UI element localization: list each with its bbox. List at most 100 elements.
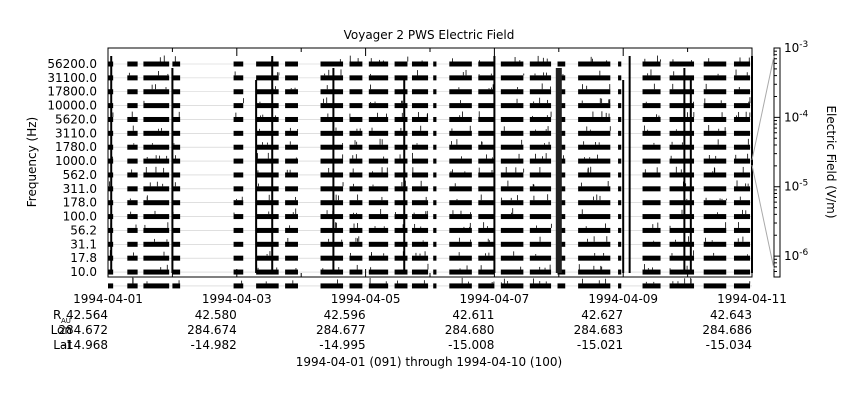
ephemeris-value: 42.596	[324, 308, 366, 322]
data-segment	[349, 61, 363, 67]
data-segment	[478, 144, 495, 150]
signal-spike	[381, 167, 383, 173]
signal-spike	[427, 113, 428, 117]
data-segment	[127, 116, 138, 122]
signal-spike	[328, 238, 330, 242]
signal-spike	[377, 112, 378, 117]
signal-spike	[586, 126, 588, 131]
signal-spike	[372, 171, 373, 173]
data-segment	[285, 269, 298, 275]
data-segment	[669, 89, 695, 95]
data-segment	[642, 227, 661, 233]
data-segment	[642, 200, 661, 206]
data-segment	[578, 61, 611, 67]
signal-spike	[295, 208, 297, 215]
signal-spike	[166, 239, 168, 242]
data-segment	[529, 172, 552, 178]
signal-spike	[401, 182, 403, 187]
signal-spike	[146, 281, 148, 284]
data-segment	[578, 269, 611, 275]
x-axis-label: 1994-04-01 (091) through 1994-04-10 (100…	[296, 355, 562, 369]
signal-spike	[532, 115, 533, 117]
signal-spike	[257, 153, 258, 159]
signal-spike	[596, 194, 598, 201]
signal-spike	[736, 180, 738, 187]
signal-spike	[603, 253, 605, 256]
signal-spike	[705, 197, 707, 201]
y-tick-label: 562.0	[63, 168, 97, 182]
signal-spike	[547, 126, 549, 131]
signal-spike	[545, 281, 547, 284]
signal-spike	[265, 281, 267, 284]
data-segment	[172, 130, 181, 136]
signal-spike	[535, 129, 536, 131]
signal-spike	[132, 277, 134, 284]
data-segment	[143, 61, 170, 67]
signal-spike	[371, 127, 373, 131]
signal-spike	[480, 265, 482, 270]
y-tick-label: 311.0	[63, 182, 97, 196]
data-segment	[578, 103, 611, 109]
signal-spike	[454, 183, 456, 187]
data-segment	[669, 103, 695, 109]
signal-spike	[545, 72, 547, 76]
data-segment	[172, 186, 181, 192]
data-segment	[233, 200, 244, 206]
data-segment	[411, 172, 429, 178]
data-segment	[578, 144, 611, 150]
signal-spike	[705, 237, 706, 242]
signal-spike	[465, 69, 467, 76]
x-tick-label: 1994-04-11	[717, 292, 787, 306]
data-segment	[127, 283, 138, 289]
signal-spike	[357, 58, 359, 62]
signal-spike	[738, 87, 740, 90]
signal-spike	[328, 69, 330, 76]
signal-spike	[327, 113, 329, 117]
signal-spike	[112, 156, 113, 159]
signal-spike	[653, 281, 655, 284]
data-segment	[411, 89, 429, 95]
data-segment	[368, 103, 389, 109]
data-segment	[256, 227, 279, 233]
signal-spike	[292, 280, 294, 284]
signal-spike	[295, 157, 297, 159]
data-segment	[433, 186, 437, 192]
data-segment	[703, 214, 727, 220]
signal-spike	[295, 268, 297, 270]
ephemeris-key: R	[53, 308, 61, 322]
signal-spike	[355, 237, 357, 242]
signal-spike	[599, 195, 601, 201]
signal-spike	[742, 166, 744, 173]
signal-spike	[131, 111, 133, 117]
signal-spike	[490, 73, 492, 76]
signal-spike	[693, 101, 694, 104]
signal-spike	[586, 85, 588, 90]
data-segment	[349, 172, 363, 178]
signal-spike	[550, 223, 552, 228]
data-segment	[172, 269, 181, 275]
data-segment	[529, 241, 552, 247]
signal-spike	[532, 183, 534, 187]
ephemeris-value: -15.008	[448, 338, 494, 352]
data-segment	[256, 116, 279, 122]
signal-spike	[593, 265, 595, 270]
signal-spike	[353, 212, 354, 215]
signal-spike	[469, 125, 471, 131]
data-segment	[349, 89, 363, 95]
data-segment	[320, 186, 344, 192]
signal-spike	[128, 72, 130, 76]
data-segment	[368, 116, 389, 122]
data-segment	[433, 214, 437, 220]
data-segment	[233, 75, 244, 81]
emission-burst	[689, 80, 692, 273]
signal-spike	[174, 182, 176, 187]
signal-spike	[369, 277, 371, 284]
data-segment	[349, 214, 363, 220]
data-segment	[368, 241, 389, 247]
data-segment	[449, 172, 472, 178]
signal-spike	[342, 154, 344, 159]
data-segment	[368, 269, 389, 275]
signal-spike	[539, 167, 541, 173]
signal-spike	[600, 265, 602, 270]
signal-spike	[386, 113, 387, 117]
